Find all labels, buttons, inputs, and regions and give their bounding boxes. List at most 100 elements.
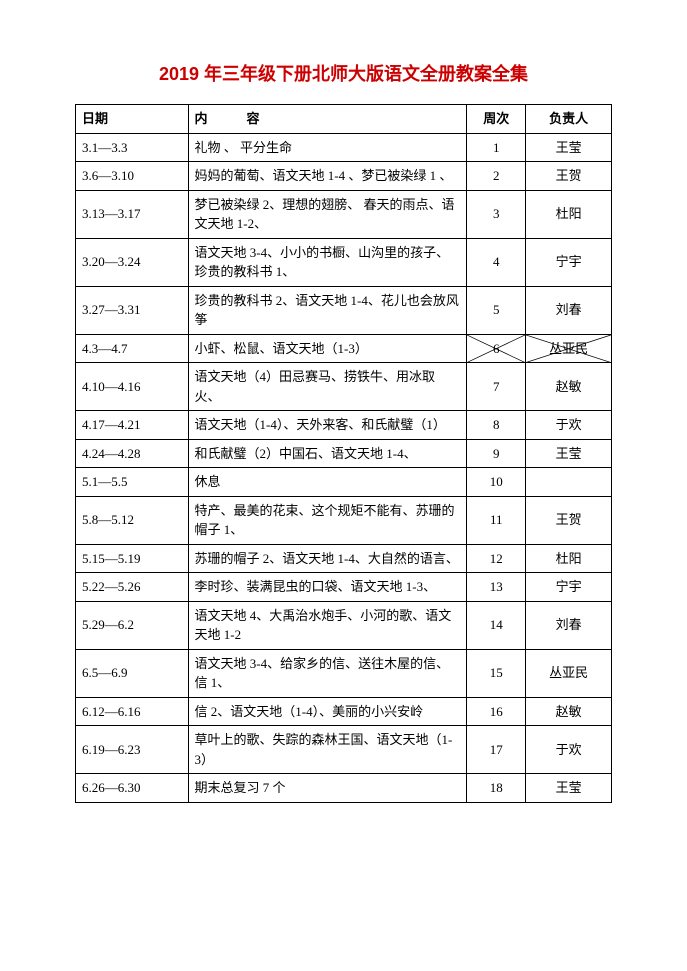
cell-date: 6.19—6.23 [76, 726, 189, 774]
cell-person: 杜阳 [526, 190, 612, 238]
cell-content: 语文天地 3-4、小小的书橱、山沟里的孩子、 珍贵的教科书 1、 [188, 238, 467, 286]
schedule-table: 日期 内 容 周次 负责人 3.1—3.3礼物 、 平分生命1王莹3.6—3.1… [75, 104, 612, 803]
cell-person: 王莹 [526, 774, 612, 803]
cell-date: 5.29—6.2 [76, 601, 189, 649]
cell-date: 4.24—4.28 [76, 439, 189, 468]
table-row: 4.10—4.16语文天地（4）田忌赛马、捞铁牛、用冰取火、7赵敏 [76, 363, 612, 411]
cell-person: 杜阳 [526, 544, 612, 573]
cell-person: 宁宇 [526, 238, 612, 286]
page: 2019 年三年级下册北师大版语文全册教案全集 日期 内 容 周次 负责人 3.… [0, 0, 687, 971]
cell-week: 16 [467, 697, 526, 726]
strike-icon [526, 335, 611, 363]
cell-content: 语文天地 3-4、给家乡的信、送往木屋的信、信 1、 [188, 649, 467, 697]
cell-date: 4.10—4.16 [76, 363, 189, 411]
table-row: 5.8—5.12特产、最美的花束、这个规矩不能有、苏珊的帽子 1、11王贺 [76, 496, 612, 544]
table-row: 4.3—4.7小虾、松鼠、语文天地（1-3）6丛亚民 [76, 334, 612, 363]
cell-week: 5 [467, 286, 526, 334]
cell-date: 3.27—3.31 [76, 286, 189, 334]
cell-content: 和氏献璧（2）中国石、语文天地 1-4、 [188, 439, 467, 468]
cell-date: 5.22—5.26 [76, 573, 189, 602]
cell-week: 7 [467, 363, 526, 411]
cell-person: 王莹 [526, 133, 612, 162]
table-row: 3.1—3.3礼物 、 平分生命1王莹 [76, 133, 612, 162]
cell-week: 10 [467, 468, 526, 497]
cell-person: 王莹 [526, 439, 612, 468]
cell-date: 6.5—6.9 [76, 649, 189, 697]
cell-date: 3.6—3.10 [76, 162, 189, 191]
cell-content: 语文天地（1-4）、天外来客、和氏献璧（1） [188, 411, 467, 440]
table-row: 6.26—6.30期末总复习 7 个18王莹 [76, 774, 612, 803]
cell-person: 王贺 [526, 162, 612, 191]
table-row: 6.19—6.23草叶上的歌、失踪的森林王国、语文天地（1-3）17于欢 [76, 726, 612, 774]
table-row: 4.24—4.28和氏献璧（2）中国石、语文天地 1-4、9王莹 [76, 439, 612, 468]
cell-week: 14 [467, 601, 526, 649]
cell-week: 9 [467, 439, 526, 468]
cell-content: 礼物 、 平分生命 [188, 133, 467, 162]
cell-date: 3.20—3.24 [76, 238, 189, 286]
cell-person: 丛亚民 [526, 334, 612, 363]
header-week: 周次 [467, 105, 526, 134]
header-content: 内 容 [188, 105, 467, 134]
cell-date: 5.1—5.5 [76, 468, 189, 497]
cell-date: 4.3—4.7 [76, 334, 189, 363]
table-row: 5.1—5.5休息10 [76, 468, 612, 497]
cell-person: 丛亚民 [526, 649, 612, 697]
cell-week: 4 [467, 238, 526, 286]
cell-content: 梦已被染绿 2、理想的翅膀、 春天的雨点、语文天地 1-2、 [188, 190, 467, 238]
cell-date: 3.13—3.17 [76, 190, 189, 238]
cell-person: 王贺 [526, 496, 612, 544]
cell-person: 于欢 [526, 726, 612, 774]
table-row: 5.15—5.19苏珊的帽子 2、语文天地 1-4、大自然的语言、12杜阳 [76, 544, 612, 573]
table-row: 6.5—6.9语文天地 3-4、给家乡的信、送往木屋的信、信 1、15丛亚民 [76, 649, 612, 697]
header-row: 日期 内 容 周次 负责人 [76, 105, 612, 134]
strike-icon [467, 335, 525, 363]
cell-week: 6 [467, 334, 526, 363]
cell-person: 赵敏 [526, 363, 612, 411]
cell-person: 宁宇 [526, 573, 612, 602]
cell-date: 3.1—3.3 [76, 133, 189, 162]
table-row: 5.22—5.26李时珍、装满昆虫的口袋、语文天地 1-3、13宁宇 [76, 573, 612, 602]
cell-week: 1 [467, 133, 526, 162]
header-date: 日期 [76, 105, 189, 134]
cell-week: 8 [467, 411, 526, 440]
cell-date: 6.26—6.30 [76, 774, 189, 803]
cell-content: 信 2、语文天地（1-4）、美丽的小兴安岭 [188, 697, 467, 726]
table-row: 3.6—3.10妈妈的葡萄、语文天地 1-4 、梦已被染绿 1 、2王贺 [76, 162, 612, 191]
cell-person: 于欢 [526, 411, 612, 440]
cell-content: 语文天地 4、大禹治水炮手、小河的歌、语文天地 1-2 [188, 601, 467, 649]
cell-content: 期末总复习 7 个 [188, 774, 467, 803]
cell-week: 11 [467, 496, 526, 544]
cell-week: 13 [467, 573, 526, 602]
cell-week: 2 [467, 162, 526, 191]
page-title: 2019 年三年级下册北师大版语文全册教案全集 [75, 60, 612, 86]
header-person: 负责人 [526, 105, 612, 134]
cell-person [526, 468, 612, 497]
cell-content: 特产、最美的花束、这个规矩不能有、苏珊的帽子 1、 [188, 496, 467, 544]
cell-content: 珍贵的教科书 2、语文天地 1-4、花儿也会放风筝 [188, 286, 467, 334]
table-row: 3.13—3.17梦已被染绿 2、理想的翅膀、 春天的雨点、语文天地 1-2、3… [76, 190, 612, 238]
cell-person: 赵敏 [526, 697, 612, 726]
table-row: 6.12—6.16信 2、语文天地（1-4）、美丽的小兴安岭16赵敏 [76, 697, 612, 726]
cell-content: 语文天地（4）田忌赛马、捞铁牛、用冰取火、 [188, 363, 467, 411]
cell-week: 15 [467, 649, 526, 697]
cell-week: 18 [467, 774, 526, 803]
cell-week: 17 [467, 726, 526, 774]
table-row: 3.20—3.24语文天地 3-4、小小的书橱、山沟里的孩子、 珍贵的教科书 1… [76, 238, 612, 286]
cell-content: 苏珊的帽子 2、语文天地 1-4、大自然的语言、 [188, 544, 467, 573]
cell-content: 小虾、松鼠、语文天地（1-3） [188, 334, 467, 363]
cell-content: 草叶上的歌、失踪的森林王国、语文天地（1-3） [188, 726, 467, 774]
cell-date: 5.15—5.19 [76, 544, 189, 573]
table-row: 5.29—6.2语文天地 4、大禹治水炮手、小河的歌、语文天地 1-214刘春 [76, 601, 612, 649]
cell-person: 刘春 [526, 601, 612, 649]
cell-content: 休息 [188, 468, 467, 497]
cell-content: 李时珍、装满昆虫的口袋、语文天地 1-3、 [188, 573, 467, 602]
table-row: 4.17—4.21语文天地（1-4）、天外来客、和氏献璧（1）8于欢 [76, 411, 612, 440]
cell-date: 5.8—5.12 [76, 496, 189, 544]
cell-date: 6.12—6.16 [76, 697, 189, 726]
cell-week: 3 [467, 190, 526, 238]
table-row: 3.27—3.31珍贵的教科书 2、语文天地 1-4、花儿也会放风筝5刘春 [76, 286, 612, 334]
cell-content: 妈妈的葡萄、语文天地 1-4 、梦已被染绿 1 、 [188, 162, 467, 191]
cell-date: 4.17—4.21 [76, 411, 189, 440]
cell-person: 刘春 [526, 286, 612, 334]
table-body: 3.1—3.3礼物 、 平分生命1王莹3.6—3.10妈妈的葡萄、语文天地 1-… [76, 133, 612, 802]
